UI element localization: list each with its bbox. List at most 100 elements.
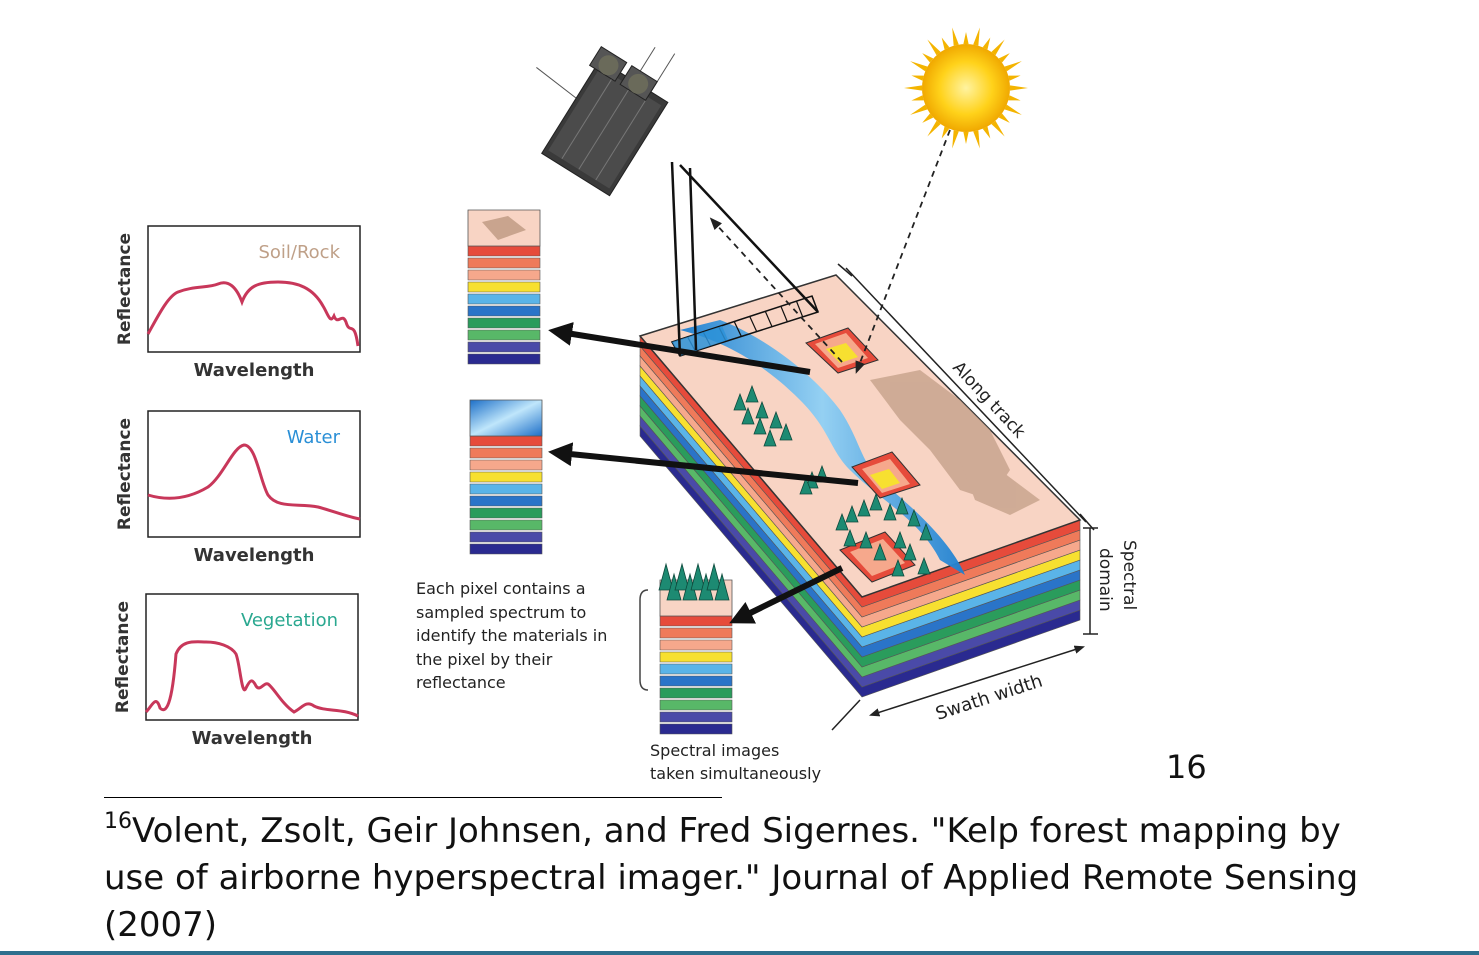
swath-width-dimension	[831, 645, 1085, 731]
pixel-note-line: identify the materials in	[416, 626, 607, 645]
tree-icon	[917, 556, 931, 575]
scan-cell-divider	[764, 311, 773, 327]
reflectance-graph: Soil/Rock Wavelength Reflectance	[115, 225, 361, 381]
sun-ray-spike	[963, 131, 969, 144]
pixel-note-line: the pixel by their	[416, 650, 553, 669]
stack-layer	[659, 663, 733, 675]
graph-xlabel: Wavelength	[194, 545, 315, 566]
stack-layer	[469, 531, 543, 543]
sun-ray-spike	[991, 120, 1005, 137]
tree-icon	[690, 562, 706, 591]
sun-ray-spike	[998, 53, 1010, 63]
sun-ray-spike	[904, 85, 923, 91]
stack-layer	[659, 651, 733, 663]
pixel-spectrum-stacks	[467, 209, 733, 735]
stack-layer	[469, 519, 543, 531]
stack-layer	[659, 627, 733, 639]
stack-layer	[467, 245, 541, 257]
stack-layer	[467, 353, 541, 365]
sun-ray-spike	[952, 130, 959, 149]
tree-icon	[706, 562, 722, 591]
tree-icon	[873, 542, 887, 561]
stack-layer	[659, 723, 733, 735]
sun-ray-spike	[1008, 75, 1021, 81]
stack-layer	[467, 329, 541, 341]
sun-ray-spike	[952, 27, 959, 46]
sun-ray-spike	[1004, 104, 1022, 115]
sun-ray-spike	[973, 27, 980, 46]
sun-ray-spike	[941, 37, 950, 50]
sun-ray-spike	[910, 104, 928, 115]
stack-layer	[469, 483, 543, 495]
hyperspectral-diagram: Soil/Rock Wavelength Reflectance Water Wavel…	[113, 27, 1139, 783]
stack-layer	[467, 341, 541, 353]
tree-icon	[753, 416, 767, 435]
tree-icon	[733, 392, 747, 411]
sun-ray-spike	[941, 126, 950, 139]
material-arrows	[548, 322, 859, 624]
sun-ray-spike	[911, 75, 924, 81]
scan-cell-divider	[795, 300, 804, 318]
swath-width-label: Swath width	[933, 670, 1045, 724]
spectral-image-cube	[638, 274, 1082, 698]
sun-ray-spike	[927, 120, 941, 137]
pixel-note-line: sampled spectrum to	[416, 603, 586, 622]
footnote-marker: 16	[104, 809, 132, 834]
sun-ray-spike	[1004, 61, 1022, 72]
soil-patches	[870, 370, 1040, 515]
pixel-stack	[467, 209, 541, 365]
satellite	[536, 45, 676, 197]
scan-cell-divider	[780, 305, 788, 323]
graph-ylabel: Reflectance	[115, 233, 135, 345]
sun-ray-spike	[982, 126, 991, 139]
stack-layer	[467, 317, 541, 329]
graph-title: Soil/Rock	[258, 242, 340, 263]
stack-layer	[659, 615, 733, 627]
sun-ray-spike	[927, 39, 941, 56]
sun-ray-spike	[922, 53, 934, 63]
reflectance-graph: Water Wavelength Reflectance	[115, 410, 361, 566]
footnote-rule	[104, 797, 722, 798]
spectral-domain-dimension	[1083, 527, 1098, 635]
scan-cell-water	[672, 326, 728, 356]
sun-ray-spike	[998, 113, 1010, 123]
domain-label: domain	[1095, 548, 1115, 612]
tree-icon	[658, 562, 674, 591]
reflectance-curve	[147, 443, 361, 521]
tree-icon	[859, 530, 873, 549]
spectral-images-line: taken simultaneously	[650, 764, 821, 783]
footnote-text: Volent, Zsolt, Geir Johnsen, and Fred Si…	[104, 811, 1359, 945]
reflectance-graph: Vegetation Wavelength Reflectance	[113, 593, 359, 749]
page-number: 16	[1166, 748, 1207, 786]
pixel-stack	[469, 399, 543, 555]
graph-title: Vegetation	[241, 610, 338, 631]
graph-xlabel: Wavelength	[192, 728, 313, 749]
spectral-images-note: Spectral images taken simultaneously	[650, 741, 821, 783]
sun-ray	[855, 129, 951, 374]
footnote: 16Volent, Zsolt, Geir Johnsen, and Fred …	[104, 808, 1404, 949]
spectral-label: Spectral	[1119, 540, 1139, 610]
tree-icon	[769, 410, 783, 429]
reflectance-curve	[146, 280, 360, 347]
stack-layer	[467, 257, 541, 269]
stack-layer	[469, 435, 543, 447]
stack-layer	[467, 269, 541, 281]
scan-cell-divider	[749, 316, 758, 332]
sun-ray-spike	[1009, 85, 1028, 91]
forest-trees	[733, 384, 933, 577]
sensor-view-lines	[670, 161, 819, 357]
stack-layer	[469, 543, 543, 555]
stack-layer	[469, 471, 543, 483]
tree-icon	[895, 496, 909, 515]
pixel-stack	[658, 562, 733, 735]
stack-layer	[659, 687, 733, 699]
reflectance-graphs: Soil/Rock Wavelength Reflectance Water Wavel…	[113, 225, 361, 749]
tree-icon	[891, 558, 905, 577]
tree-icon	[741, 406, 755, 425]
sun-ray-spike	[910, 61, 928, 72]
stack-layer	[659, 639, 733, 651]
stack-layer	[467, 281, 541, 293]
sun-ray-spike	[982, 37, 991, 50]
graph-ylabel: Reflectance	[115, 418, 135, 530]
pixel-note-line: reflectance	[416, 673, 506, 692]
